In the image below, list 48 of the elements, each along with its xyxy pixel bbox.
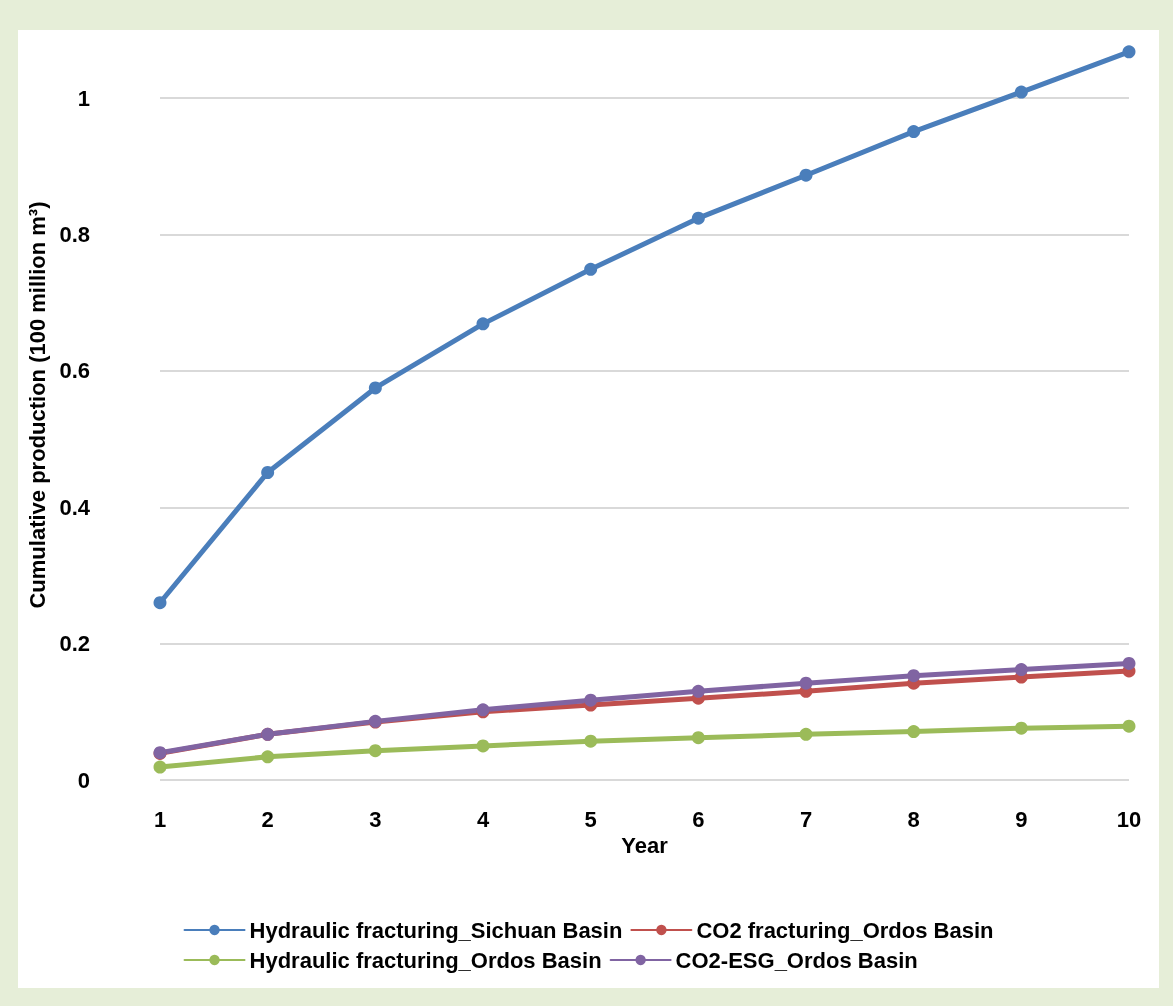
x-axis-title: Year [621, 833, 669, 859]
x-tick-label: 4 [476, 806, 490, 832]
point [584, 693, 598, 707]
y-tick-label: 0.6 [59, 358, 90, 384]
point [907, 125, 921, 139]
point [691, 211, 705, 225]
x-tick-label: 6 [692, 806, 705, 832]
legend-label: Hydraulic fracturing_Ordos Basin [249, 947, 602, 973]
point [907, 669, 921, 683]
y-tick-label: 0 [77, 767, 90, 793]
x-tick-label: 10 [1116, 806, 1142, 832]
y-axis-title: Cumulative production (100 million m³) [25, 201, 51, 609]
point [691, 684, 705, 698]
x-tick-label: 3 [369, 806, 382, 832]
x-tick-label: 7 [799, 806, 813, 832]
point [261, 466, 275, 479]
point [1122, 719, 1136, 733]
point [799, 168, 813, 182]
x-tick-label: 5 [584, 806, 597, 832]
point [476, 739, 490, 753]
legend-label: CO2-ESG_Ordos Basin [675, 947, 918, 973]
point [368, 381, 382, 395]
point [1122, 656, 1136, 670]
point [368, 744, 382, 758]
point [799, 676, 813, 690]
point [1014, 721, 1028, 735]
x-tick-label: 2 [261, 806, 274, 832]
x-tick-label: 1 [153, 806, 167, 832]
y-tick-label: 1 [77, 85, 90, 111]
point [153, 760, 167, 774]
point [907, 725, 921, 739]
point [584, 734, 598, 748]
point [584, 262, 598, 276]
point [153, 596, 167, 610]
point [476, 317, 490, 331]
point [1014, 85, 1028, 99]
y-tick-label: 0.4 [59, 494, 91, 520]
x-tick-label: 8 [907, 806, 920, 832]
y-tick-label: 0.2 [59, 631, 90, 657]
point [691, 731, 705, 745]
point [1122, 45, 1136, 59]
legend-label: CO2 fracturing_Ordos Basin [696, 917, 994, 943]
legend-label: Hydraulic fracturing_Sichuan Basin [249, 917, 623, 943]
y-tick-label: 0.8 [59, 222, 90, 248]
point [1014, 663, 1028, 677]
point [799, 727, 813, 741]
x-tick-label: 9 [1015, 806, 1028, 832]
point [261, 750, 275, 764]
